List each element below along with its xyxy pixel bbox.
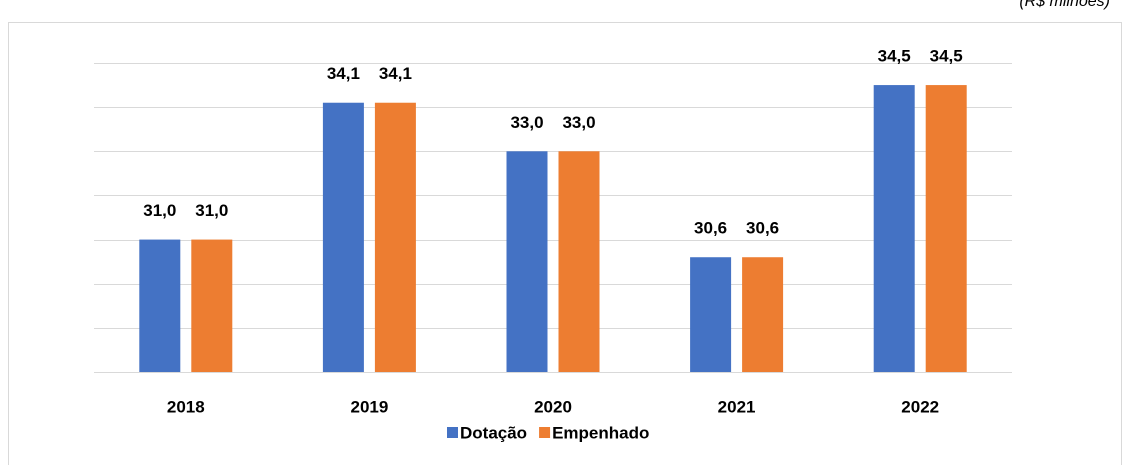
bar (925, 85, 967, 373)
legend-label: Dotação (460, 423, 527, 442)
data-label: 31,0 (195, 201, 228, 220)
bar (506, 151, 548, 372)
legend-label: Empenhado (552, 423, 649, 442)
bar (558, 151, 600, 372)
data-label: 33,0 (510, 113, 543, 132)
data-label: 31,0 (143, 201, 176, 220)
legend-swatch (539, 427, 551, 438)
data-label: 34,1 (327, 64, 360, 83)
bar (322, 102, 364, 372)
x-tick-label: 2020 (534, 397, 572, 416)
bar (742, 257, 784, 372)
data-label: 33,0 (562, 113, 595, 132)
x-tick-label: 2018 (167, 397, 205, 416)
data-label: 34,5 (878, 47, 911, 66)
chart-border (8, 22, 1122, 465)
bar (191, 239, 233, 372)
legend-swatch (447, 427, 458, 438)
data-label: 30,6 (746, 219, 779, 238)
x-tick-label: 2019 (350, 397, 388, 416)
data-label: 34,1 (379, 64, 412, 83)
bar (873, 85, 915, 373)
bar (374, 102, 416, 372)
data-label: 34,5 (930, 47, 963, 66)
data-label: 30,6 (694, 219, 727, 238)
chart-subtitle: (R$ milhões) (1019, 0, 1110, 10)
x-tick-label: 2021 (718, 397, 756, 416)
x-tick-label: 2022 (901, 397, 939, 416)
bar (690, 257, 732, 372)
bar (139, 239, 181, 372)
